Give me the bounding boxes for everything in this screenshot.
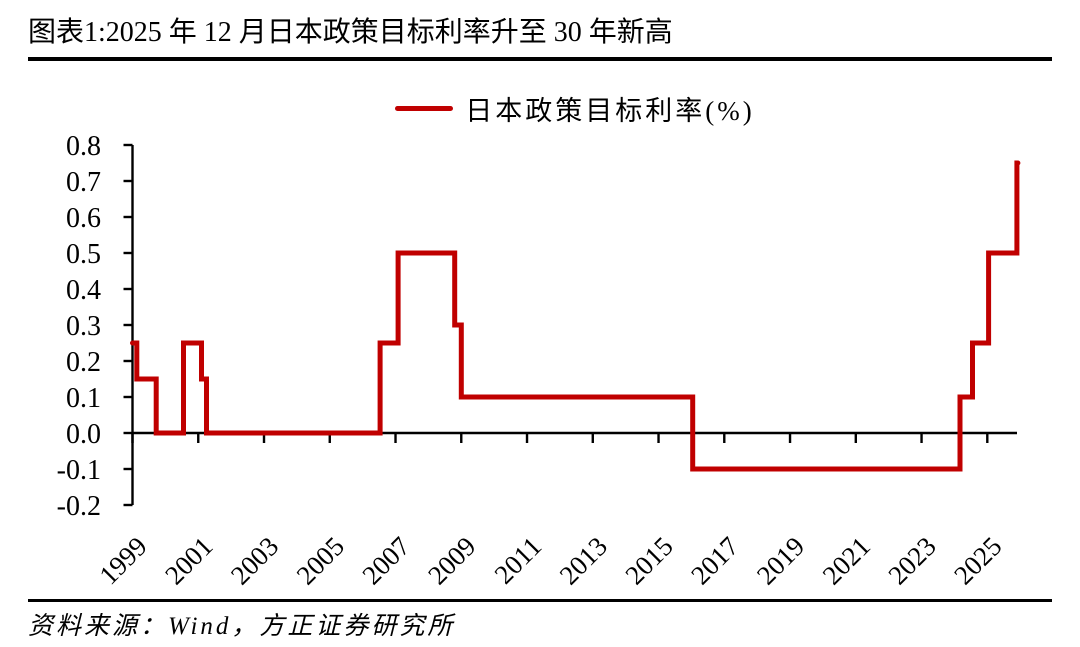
x-tick-label: 2015 xyxy=(619,531,678,590)
x-tick-label: 2019 xyxy=(751,531,810,590)
source-note: 资料来源：Wind，方正证券研究所 xyxy=(28,613,456,640)
y-tick-label: 0.4 xyxy=(66,275,101,306)
legend: 日本政策目标利率(%) xyxy=(132,92,1018,126)
chart-title: 图表1:2025 年 12 月日本政策目标利率升至 30 年新高 xyxy=(28,17,673,48)
x-tick-label: 2001 xyxy=(159,531,218,590)
legend-series-label: 日本政策目标利率(%) xyxy=(465,95,755,126)
policy-rate-step-line xyxy=(130,160,1021,472)
x-tick-label: 2009 xyxy=(422,531,481,590)
x-tick-label: 2021 xyxy=(817,531,876,590)
legend-line-marker xyxy=(395,105,454,111)
x-tick-label: 2017 xyxy=(685,531,744,590)
x-tick-label: 2023 xyxy=(882,531,941,590)
y-tick-label: 0.2 xyxy=(66,347,101,378)
y-tick-label: 0.3 xyxy=(66,311,101,342)
footer-divider-rule xyxy=(28,599,1052,602)
x-tick-label: 2005 xyxy=(291,531,350,590)
title-divider-rule xyxy=(28,57,1052,61)
y-tick-label: 0.8 xyxy=(66,131,101,162)
x-tick-label: 2007 xyxy=(356,531,415,590)
y-tick-label: 0.5 xyxy=(66,239,101,270)
y-tick-label: -0.2 xyxy=(57,491,101,522)
y-tick-label: -0.1 xyxy=(57,455,101,486)
y-tick-label: 0.1 xyxy=(66,383,101,414)
x-tick-label: 1999 xyxy=(93,531,152,590)
x-tick-label: 2011 xyxy=(489,531,548,590)
x-tick-label: 2013 xyxy=(554,531,613,590)
y-tick-label: 0.7 xyxy=(66,167,101,198)
x-tick-label: 2003 xyxy=(225,531,284,590)
y-tick-label: 0.0 xyxy=(66,419,101,450)
y-tick-label: 0.6 xyxy=(66,203,101,234)
x-tick-label: 2025 xyxy=(948,531,1007,590)
